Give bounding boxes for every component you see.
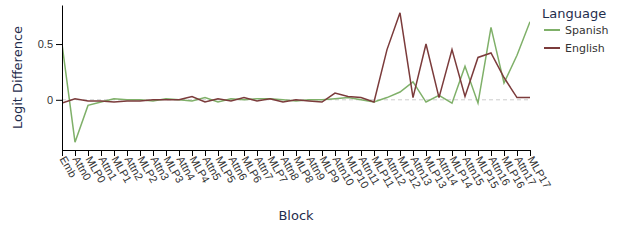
x-tick-mark [452,150,453,156]
x-tick-mark [75,150,76,156]
x-tick-mark [387,150,388,156]
legend-label: Spanish [565,24,608,37]
x-tick-mark [374,150,375,156]
x-tick-mark [88,150,89,156]
x-tick-mark [62,150,63,156]
x-tick-mark [530,150,531,156]
x-tick: MLP17 [526,150,554,190]
x-tick-label: MLP17 [526,154,554,190]
x-tick-mark [114,150,115,156]
x-tick-mark [491,150,492,156]
x-tick-mark [179,150,180,156]
y-tick-mark [56,100,62,101]
legend-label: English [565,42,605,55]
series-line [62,13,530,103]
x-tick-mark [309,150,310,156]
y-tick: 0 [47,94,62,106]
x-tick-mark [205,150,206,156]
x-axis: EmbAttn0MLP0Attn1MLP1Attn2MLP2Attn3MLP3A… [58,150,554,190]
x-axis-title: Block [278,208,314,223]
marks [62,13,530,142]
x-tick-mark [361,150,362,156]
chart: EmbAttn0MLP0Attn1MLP1Attn2MLP2Attn3MLP3A… [0,0,618,230]
x-tick-mark [465,150,466,156]
x-tick-mark [140,150,141,156]
legend-title: Language [542,6,606,21]
plot: EmbAttn0MLP0Attn1MLP1Attn2MLP2Attn3MLP3A… [38,6,554,191]
x-tick-mark [127,150,128,156]
x-tick-mark [322,150,323,156]
legend-swatch [544,47,560,49]
y-tick-mark [56,44,62,45]
x-tick-mark [101,150,102,156]
x-tick-mark [244,150,245,156]
y-tick-label: 0.5 [38,38,53,50]
y-axis-line [62,6,63,151]
x-tick-mark [439,150,440,156]
x-tick-mark [218,150,219,156]
x-tick-mark [270,150,271,156]
x-tick-mark [283,150,284,156]
y-tick: 0.5 [38,38,62,50]
y-axis: 00.5 [38,6,63,151]
x-tick-mark [231,150,232,156]
legend-item: Spanish [544,24,608,37]
x-tick-mark [166,150,167,156]
x-tick-mark [504,150,505,156]
x-tick-mark [400,150,401,156]
x-tick-mark [517,150,518,156]
x-tick-mark [296,150,297,156]
x-tick-mark [153,150,154,156]
legend: Language Spanish English [542,6,608,55]
x-tick-mark [413,150,414,156]
legend-item: English [544,42,605,55]
x-tick-mark [348,150,349,156]
y-axis-title: Logit Difference [10,26,25,129]
x-tick-mark [335,150,336,156]
x-tick-mark [426,150,427,156]
legend-swatch [544,29,560,31]
series-line [62,22,530,142]
x-tick-mark [478,150,479,156]
y-tick-label: 0 [47,94,53,106]
x-tick-mark [192,150,193,156]
x-tick-mark [257,150,258,156]
